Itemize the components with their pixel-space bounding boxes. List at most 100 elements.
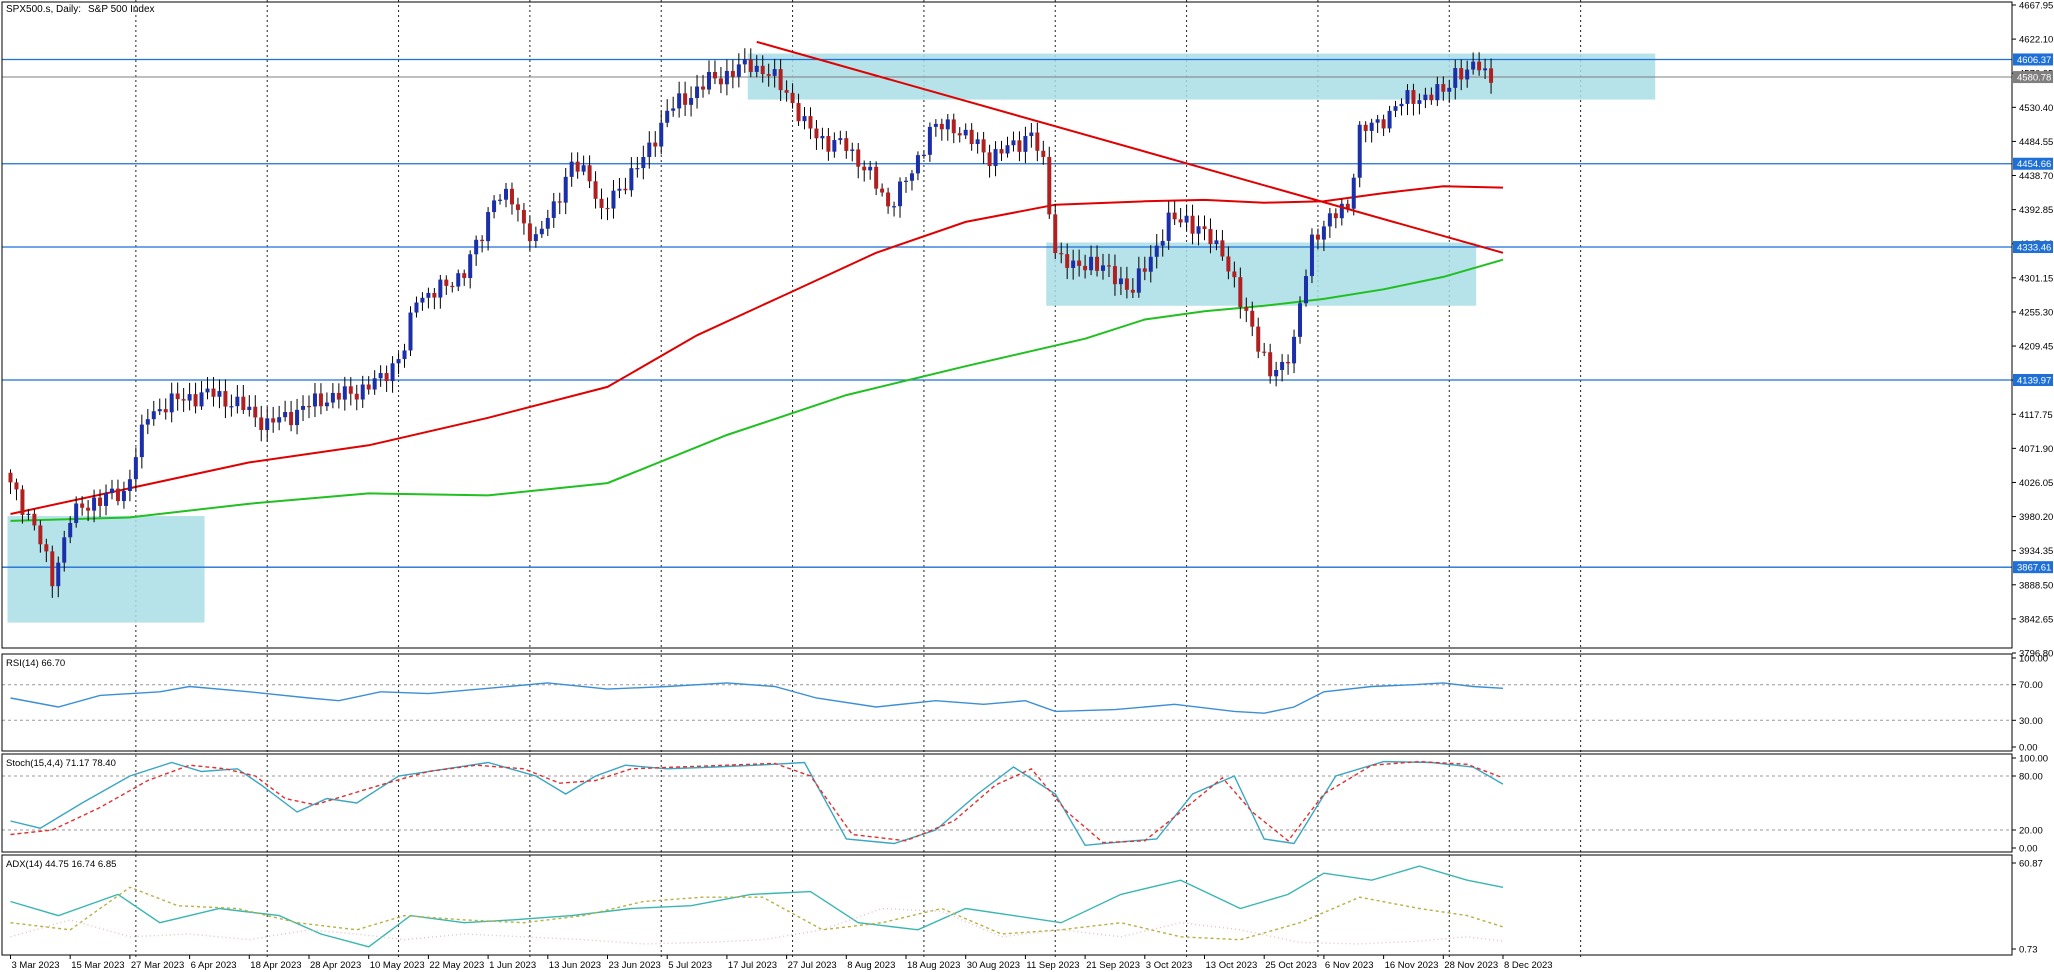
- candle-body: [659, 122, 664, 147]
- candle-body: [1315, 234, 1320, 240]
- candle-body: [354, 393, 359, 400]
- candle-body: [62, 537, 67, 563]
- candle-body: [874, 166, 879, 189]
- candle-body: [420, 297, 425, 303]
- candle-body: [1106, 265, 1111, 267]
- candle-body: [163, 409, 168, 413]
- candle-body: [1262, 351, 1267, 353]
- candle-body: [623, 188, 628, 191]
- candle-body: [1190, 215, 1195, 234]
- candle-body: [1327, 213, 1332, 227]
- candle-body: [748, 59, 753, 72]
- candle-body: [283, 411, 288, 418]
- candle-body: [605, 207, 610, 210]
- candle-body: [1238, 277, 1243, 308]
- date-label: 13 Oct 2023: [1206, 960, 1258, 971]
- indicator-tick-label: 100.00: [2019, 654, 2048, 665]
- date-label: 3 Mar 2023: [12, 960, 60, 971]
- date-label: 18 Aug 2023: [907, 960, 960, 971]
- candle-body: [1417, 100, 1422, 104]
- candle-body: [868, 166, 873, 171]
- date-label: 5 Jul 2023: [668, 960, 712, 971]
- price-tick-label: 4438.70: [2019, 171, 2053, 182]
- candle-body: [247, 406, 252, 411]
- candle-body: [587, 165, 592, 182]
- candle-body: [56, 562, 61, 587]
- candle-body: [8, 472, 13, 483]
- candle-body: [271, 418, 276, 423]
- level-price-label: 4139.97: [2017, 375, 2051, 386]
- date-label: 17 Jul 2023: [728, 960, 777, 971]
- stoch-label: Stoch(15,4,4) 71.17 78.40: [6, 758, 116, 769]
- candle-body: [1423, 94, 1428, 101]
- candle-body: [1220, 240, 1225, 257]
- candle-body: [1435, 84, 1440, 101]
- candle-body: [975, 139, 980, 145]
- candle-body: [1160, 240, 1165, 246]
- candle-body: [509, 188, 514, 205]
- candle-body: [318, 393, 323, 407]
- candle-body: [1477, 61, 1482, 71]
- candle-body: [74, 503, 79, 523]
- candle-body: [498, 199, 503, 201]
- candle-body: [426, 292, 431, 298]
- candle-body: [1483, 68, 1488, 71]
- candle-body: [253, 406, 258, 418]
- candle-body: [307, 405, 311, 408]
- candle-body: [1459, 68, 1464, 80]
- price-tick-label: 4209.45: [2019, 342, 2053, 353]
- candle-body: [1280, 361, 1285, 370]
- candle-body: [109, 488, 114, 494]
- date-label: 6 Nov 2023: [1325, 960, 1374, 971]
- candle-body: [199, 392, 204, 407]
- candle-body: [265, 418, 270, 430]
- candle-body: [527, 223, 532, 242]
- candle-body: [450, 285, 455, 288]
- candle-body: [617, 188, 622, 191]
- level-price-tag: [2013, 157, 2053, 170]
- candle-body: [993, 149, 998, 167]
- adx-line: [10, 886, 1504, 941]
- lower-zone: [7, 516, 205, 623]
- candle-body: [772, 69, 777, 76]
- candle-body: [127, 479, 132, 491]
- candle-body: [838, 138, 843, 141]
- candle-body: [98, 497, 103, 506]
- price-tick-label: 4301.15: [2019, 273, 2053, 284]
- candle-body: [533, 234, 538, 242]
- candle-body: [32, 513, 37, 526]
- candle-body: [115, 488, 120, 502]
- candle-body: [653, 142, 658, 147]
- candle-body: [301, 405, 306, 410]
- level-price-tag: [2013, 373, 2053, 386]
- candle-body: [1017, 140, 1022, 152]
- candle-body: [1023, 136, 1028, 152]
- indicator-tick-label: 0.73: [2019, 945, 2038, 956]
- candle-body: [641, 157, 646, 169]
- candle-body: [1059, 253, 1064, 255]
- moving-average-200: [10, 258, 1504, 522]
- candle-body: [712, 71, 717, 79]
- candle-body: [1083, 265, 1088, 271]
- candle-body: [175, 393, 180, 400]
- candle-body: [235, 396, 240, 407]
- date-label: 18 Apr 2023: [250, 960, 301, 971]
- candle-body: [121, 490, 126, 502]
- candle-body: [981, 139, 986, 153]
- candle-body: [1369, 122, 1374, 131]
- candle-body: [1345, 203, 1350, 209]
- candle-body: [20, 489, 25, 515]
- candle-body: [1136, 268, 1141, 293]
- candle-body: [1101, 265, 1106, 271]
- indicator-pane-frame: [1, 854, 2013, 956]
- candle-body: [515, 204, 520, 210]
- candle-body: [1130, 289, 1135, 293]
- candle-body: [808, 116, 813, 129]
- candle-body: [742, 59, 747, 65]
- indicator-pane-frame: [1, 753, 2013, 853]
- candle-body: [784, 90, 789, 93]
- candle-body: [1112, 266, 1117, 285]
- level-price-label: 3867.61: [2017, 563, 2051, 574]
